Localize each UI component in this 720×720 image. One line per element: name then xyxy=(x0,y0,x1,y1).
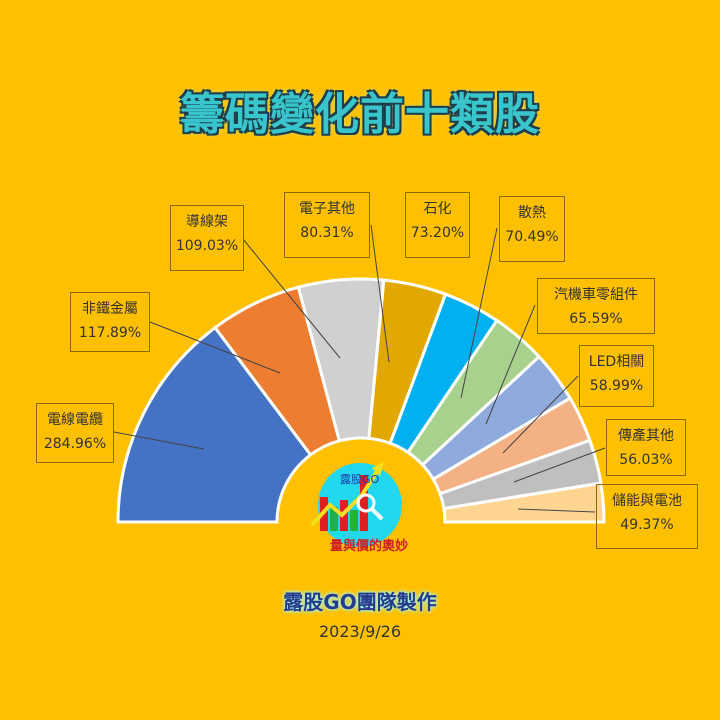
leader-line-7 xyxy=(502,375,579,454)
data-label-2: 導線架 109.03% xyxy=(170,205,244,271)
trend-arrow-icon xyxy=(310,468,380,527)
value-label: 117.89% xyxy=(78,325,142,341)
chart-title: 籌碼變化前十類股 xyxy=(180,89,540,140)
leader-line-9 xyxy=(517,508,596,513)
value-label: 49.37% xyxy=(620,517,674,533)
leader-line-6 xyxy=(485,304,536,425)
category-label: 非鐵金屬 xyxy=(82,301,138,317)
leader-line-2 xyxy=(242,238,341,359)
category-label: 導線架 xyxy=(186,214,228,230)
date: 2023/9/26 xyxy=(318,622,402,641)
category-label: LED相關 xyxy=(588,354,645,370)
logo-brand: 露股GO xyxy=(340,473,380,486)
leader-line-8 xyxy=(513,447,606,483)
data-label-8: 傳產其他 56.03% xyxy=(606,419,686,476)
value-label: 284.96% xyxy=(43,436,107,452)
data-label-6: 汽機車零組件 65.59% xyxy=(537,278,655,334)
leader-line-3 xyxy=(370,224,390,363)
logo: 露股GO 量與價的奧妙 xyxy=(310,462,408,554)
leader-line-1 xyxy=(149,321,281,374)
category-label: 儲能與電池 xyxy=(612,493,682,509)
leader-line-0 xyxy=(113,431,205,450)
value-label: 70.49% xyxy=(505,229,559,245)
data-label-7: LED相關 58.99% xyxy=(579,345,654,407)
value-label: 58.99% xyxy=(589,378,644,394)
data-label-0: 電線電纜 284.96% xyxy=(36,403,114,463)
data-label-3: 電子其他 80.31% xyxy=(284,192,370,258)
slice-0 xyxy=(116,325,313,524)
category-label: 汽機車零組件 xyxy=(554,287,638,303)
data-label-9: 儲能與電池 49.37% xyxy=(596,484,698,549)
value-label: 73.20% xyxy=(410,225,465,241)
category-label: 電子其他 xyxy=(299,201,355,217)
magnifier-icon xyxy=(356,493,376,513)
slice-9 xyxy=(442,481,606,524)
value-label: 80.31% xyxy=(300,225,354,241)
value-label: 65.59% xyxy=(569,311,623,327)
logo-slogan: 量與價的奧妙 xyxy=(330,538,408,554)
value-label: 56.03% xyxy=(619,452,673,468)
category-label: 電線電纜 xyxy=(47,412,103,428)
category-label: 傳產其他 xyxy=(618,428,674,444)
category-label: 石化 xyxy=(423,201,452,217)
value-label: 109.03% xyxy=(175,238,239,254)
category-label: 散熱 xyxy=(518,205,546,221)
footer-credit: 露股GO團隊製作 xyxy=(283,590,437,614)
leader-line-5 xyxy=(460,227,498,399)
data-label-5: 散熱 70.49% xyxy=(499,196,565,262)
data-label-1: 非鐵金屬 117.89% xyxy=(70,292,150,352)
data-label-4: 石化 73.20% xyxy=(405,192,470,258)
